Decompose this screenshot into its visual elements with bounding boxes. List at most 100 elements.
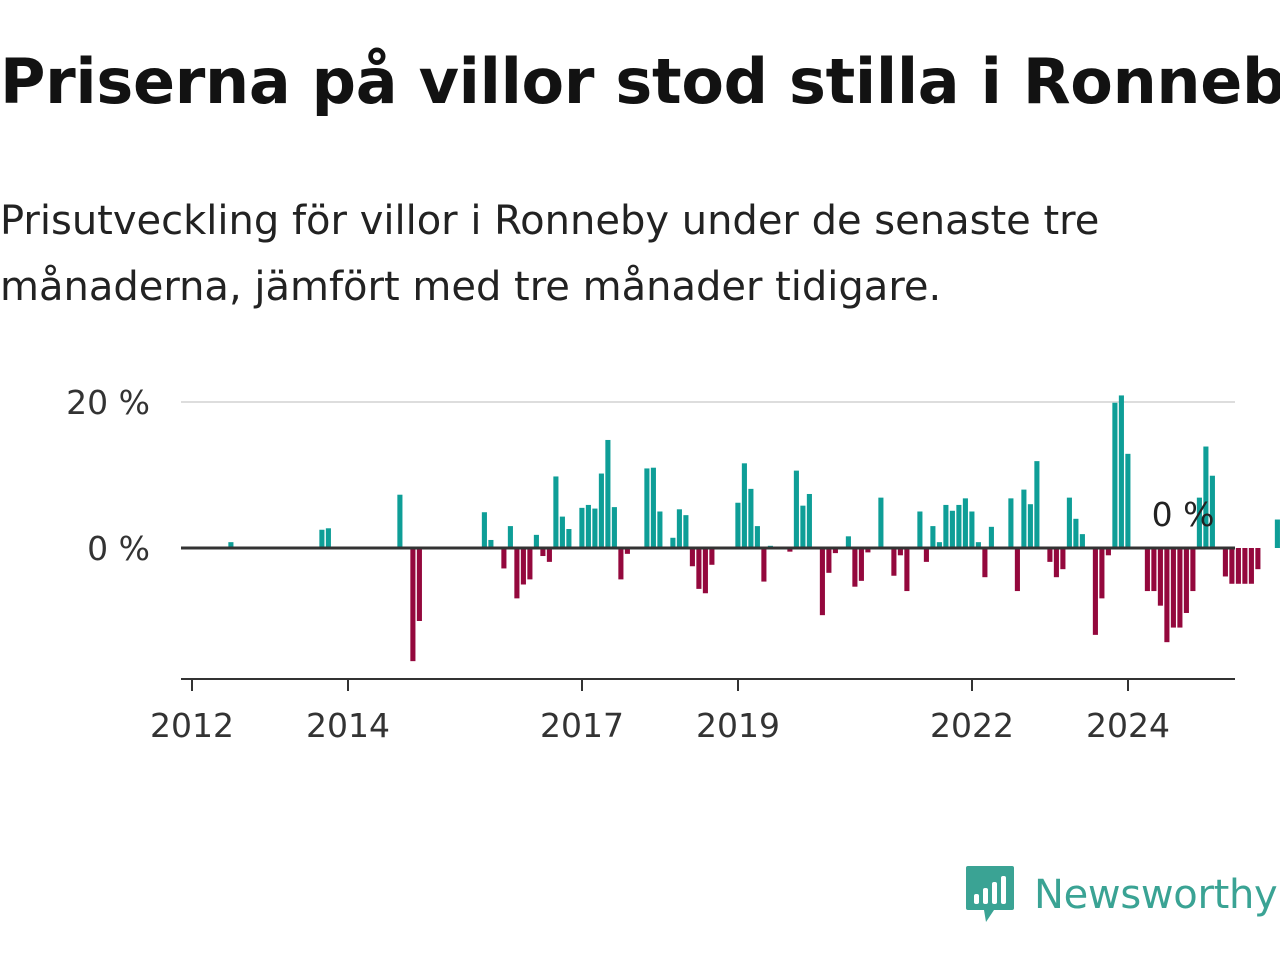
bar	[1222, 548, 1228, 577]
bar	[696, 548, 702, 589]
bar	[553, 476, 559, 548]
x-tick-label: 2017	[540, 706, 624, 745]
bar	[533, 534, 539, 548]
bar	[546, 548, 552, 562]
bar	[878, 497, 884, 548]
bar	[1190, 548, 1196, 592]
bar	[904, 548, 910, 592]
bar	[228, 542, 234, 548]
bar	[507, 526, 513, 548]
bar	[819, 548, 825, 616]
bar	[1014, 548, 1020, 592]
bar	[559, 516, 565, 548]
bar	[1008, 498, 1014, 548]
bar	[741, 463, 747, 548]
tick-labels: 0 % 20 % 2012 2014 2017 2019 2022 2024 0 %	[66, 383, 1214, 745]
bar	[1034, 461, 1040, 548]
chart-subtitle: Prisutveckling för villor i Ronneby unde…	[0, 198, 1100, 310]
bar	[624, 548, 630, 554]
bar	[488, 539, 494, 548]
bar	[644, 468, 650, 548]
y-tick-label: 20 %	[66, 383, 150, 422]
bar	[319, 529, 325, 548]
bar	[787, 548, 793, 552]
bar	[650, 467, 656, 548]
bar	[1053, 548, 1059, 578]
bar	[1144, 548, 1150, 592]
bar	[858, 548, 864, 581]
bar	[1112, 402, 1118, 548]
bar	[754, 526, 760, 548]
bar	[520, 548, 526, 585]
bar	[670, 537, 676, 548]
bar	[1242, 548, 1248, 584]
bar	[748, 488, 754, 548]
bar	[1118, 395, 1124, 548]
bar	[501, 548, 507, 569]
x-tick-label: 2022	[930, 706, 1014, 745]
bar	[592, 508, 598, 548]
bar	[988, 526, 994, 548]
bar	[1021, 489, 1027, 548]
bar	[826, 548, 832, 573]
bar	[761, 548, 767, 582]
bar	[1203, 446, 1209, 548]
y-tick-label: 0 %	[87, 529, 150, 568]
x-tick-label: 2024	[1086, 706, 1170, 745]
x-tick-label: 2014	[306, 706, 390, 745]
bar	[689, 548, 695, 567]
bar	[481, 512, 487, 548]
axes	[181, 546, 1235, 691]
bar	[1027, 504, 1033, 548]
bar	[1177, 548, 1183, 628]
bar	[982, 548, 988, 578]
bar	[845, 536, 851, 548]
bar	[527, 548, 533, 580]
bar	[1073, 518, 1079, 548]
bar	[1164, 548, 1170, 643]
bar	[1066, 497, 1072, 548]
bar	[897, 548, 903, 556]
bar	[949, 510, 955, 548]
bar	[969, 511, 975, 548]
chart-title: Priserna på villor stod stilla i Ronneby	[0, 45, 1280, 118]
newsworthy-logo: Newsworthy	[964, 864, 1278, 926]
bar	[566, 529, 572, 548]
bar	[943, 504, 949, 548]
bar	[1099, 548, 1105, 599]
bar	[683, 515, 689, 548]
bar	[1255, 548, 1261, 570]
bars	[228, 395, 1280, 662]
bar	[1092, 548, 1098, 635]
bar	[676, 509, 682, 548]
bar	[605, 439, 611, 548]
bar	[962, 498, 968, 548]
bar	[1079, 534, 1085, 548]
bar	[1125, 453, 1131, 548]
bar	[852, 548, 858, 587]
bar	[735, 502, 741, 548]
bar	[416, 548, 422, 621]
bar	[1060, 548, 1066, 570]
bar	[1047, 548, 1053, 562]
bar	[585, 504, 591, 548]
brand-name: Newsworthy	[1034, 872, 1278, 918]
bar	[865, 548, 871, 553]
bar	[975, 542, 981, 548]
bar	[598, 473, 604, 548]
bar	[1229, 548, 1235, 584]
bar	[923, 548, 929, 562]
bar	[1209, 475, 1215, 548]
bar	[793, 470, 799, 548]
bar	[514, 548, 520, 599]
bar	[540, 548, 546, 557]
x-tick-label: 2012	[150, 706, 234, 745]
bar	[657, 511, 663, 548]
bar	[1274, 519, 1280, 548]
bar	[1248, 548, 1254, 584]
bar	[618, 548, 624, 580]
bar	[956, 504, 962, 548]
bar	[800, 505, 806, 548]
bar	[1183, 548, 1189, 613]
